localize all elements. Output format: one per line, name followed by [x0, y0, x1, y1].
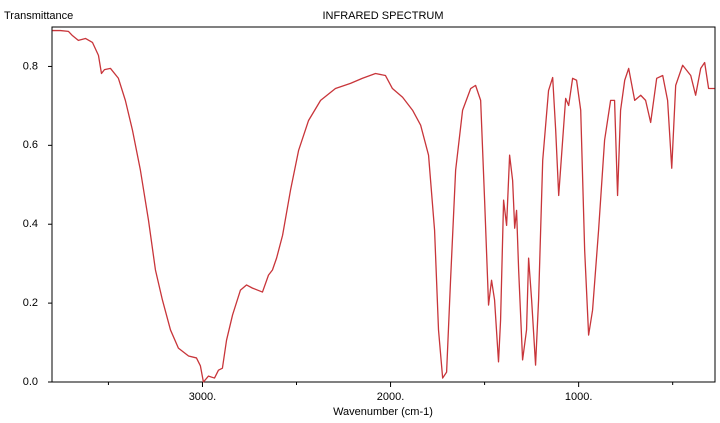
chart-title: INFRARED SPECTRUM	[322, 10, 443, 22]
plot-frame	[51, 26, 716, 383]
y-tick-label: 0.6	[23, 139, 38, 151]
y-tick-label: 0.2	[23, 297, 38, 309]
x-tick-label: 1000.	[565, 391, 593, 403]
x-axis-label: Wavenumber (cm-1)	[333, 406, 433, 418]
x-tick-label: 3000.	[189, 391, 217, 403]
y-tick-label: 0.8	[23, 60, 38, 72]
y-axis-label: Transmittance	[4, 10, 73, 22]
y-tick-label: 0.4	[23, 218, 38, 230]
y-tick-label: 0.0	[23, 376, 38, 388]
spectrum-line	[52, 29, 715, 383]
x-tick-label: 2000.	[377, 391, 405, 403]
